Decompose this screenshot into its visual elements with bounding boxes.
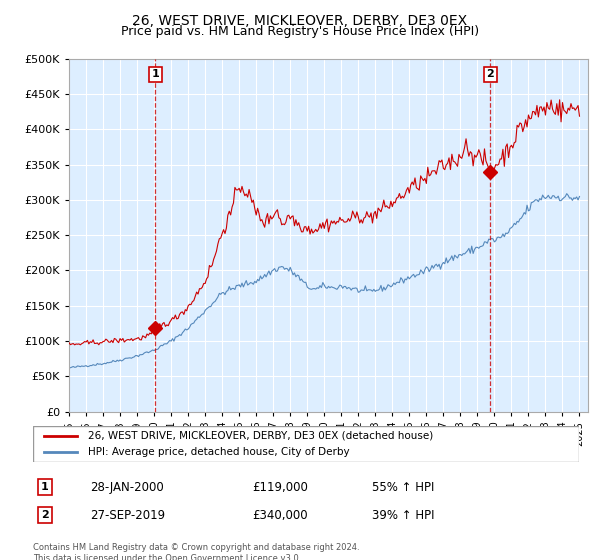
Text: 26, WEST DRIVE, MICKLEOVER, DERBY, DE3 0EX: 26, WEST DRIVE, MICKLEOVER, DERBY, DE3 0…: [133, 14, 467, 28]
Text: Price paid vs. HM Land Registry's House Price Index (HPI): Price paid vs. HM Land Registry's House …: [121, 25, 479, 38]
Text: 27-SEP-2019: 27-SEP-2019: [90, 508, 165, 522]
Text: 26, WEST DRIVE, MICKLEOVER, DERBY, DE3 0EX (detached house): 26, WEST DRIVE, MICKLEOVER, DERBY, DE3 0…: [88, 431, 433, 441]
Text: £340,000: £340,000: [252, 508, 308, 522]
Text: 2: 2: [486, 69, 494, 80]
Text: 28-JAN-2000: 28-JAN-2000: [90, 480, 164, 494]
Text: 55% ↑ HPI: 55% ↑ HPI: [372, 480, 434, 494]
Text: 2: 2: [41, 510, 49, 520]
Text: 1: 1: [152, 69, 160, 80]
Text: 1: 1: [41, 482, 49, 492]
Text: HPI: Average price, detached house, City of Derby: HPI: Average price, detached house, City…: [88, 447, 349, 457]
Text: 39% ↑ HPI: 39% ↑ HPI: [372, 508, 434, 522]
Text: £119,000: £119,000: [252, 480, 308, 494]
Text: Contains HM Land Registry data © Crown copyright and database right 2024.
This d: Contains HM Land Registry data © Crown c…: [33, 543, 359, 560]
